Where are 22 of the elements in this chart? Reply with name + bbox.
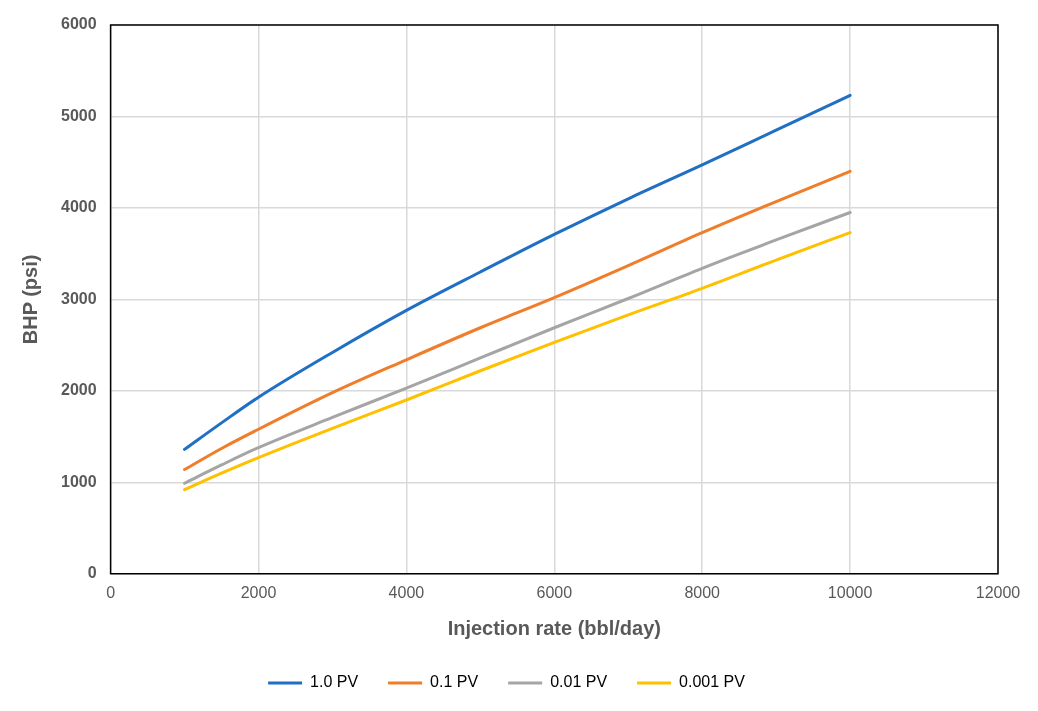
- legend-label: 0.01 PV: [550, 673, 608, 691]
- y-tick-label: 1000: [61, 472, 97, 490]
- y-tick-label: 3000: [61, 289, 97, 307]
- legend-label: 0.001 PV: [679, 673, 746, 691]
- line-series: [183, 169, 852, 472]
- x-tick-label: 6000: [536, 583, 573, 601]
- x-tick-label: 2000: [240, 583, 277, 601]
- x-tick-label: 12000: [975, 583, 1021, 601]
- y-tick-label: 5000: [61, 106, 97, 124]
- y-tick-label: 0: [87, 564, 97, 582]
- y-tick-label: 4000: [61, 198, 97, 216]
- x-tick-label: 8000: [684, 583, 721, 601]
- line-series: [183, 93, 852, 451]
- x-tick-label: 4000: [388, 583, 425, 601]
- legend-label: 0.1 PV: [430, 673, 479, 691]
- legend-label: 1.0 PV: [310, 673, 359, 691]
- x-tick-label: 10000: [827, 583, 873, 601]
- y-tick-label: 2000: [61, 381, 97, 399]
- y-axis-title: BHP (psi): [18, 254, 41, 345]
- x-tick-label: 0: [106, 583, 116, 601]
- y-tick-label: 6000: [61, 15, 97, 33]
- x-axis-title: Injection rate (bbl/day): [447, 616, 661, 639]
